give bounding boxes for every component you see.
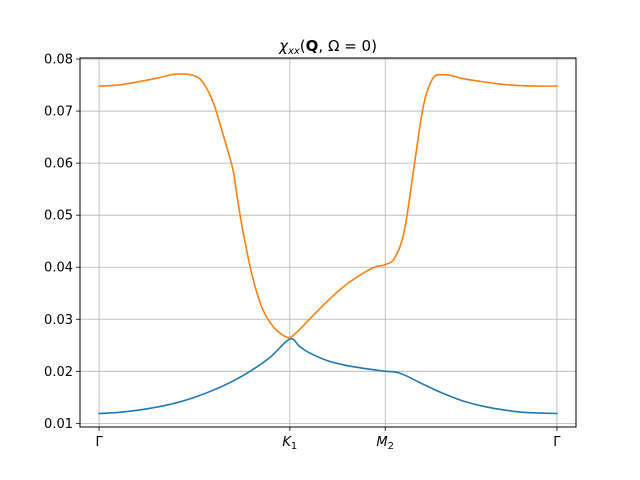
series-layer	[98, 73, 558, 415]
title-chi-subscript: xx	[287, 46, 300, 57]
x-tick-label: M2	[376, 435, 394, 452]
title-chi: χ	[278, 37, 289, 55]
y-tick-label: 0.04	[44, 261, 73, 276]
y-tick-label: 0.02	[44, 365, 73, 380]
y-tick-label: 0.07	[44, 105, 73, 120]
chart-title: χxx(Q, Ω = 0)	[278, 37, 377, 57]
y-axis: 0.01 0.02 0.03 0.04 0.05 0.06 0.07 0.08	[44, 53, 80, 432]
series-line-1	[98, 337, 558, 415]
x-tick-label: Γ	[553, 435, 561, 450]
title-open-paren: (	[300, 37, 306, 55]
series-line-2	[98, 73, 558, 339]
plot-frame	[79, 57, 577, 428]
y-tick-label: 0.03	[44, 313, 73, 328]
x-axis: Γ K1 M2 Γ	[95, 427, 561, 452]
grid	[80, 58, 576, 427]
title-q-vector: Q	[306, 37, 319, 55]
y-tick-label: 0.06	[44, 157, 73, 172]
y-tick-label: 0.08	[44, 53, 73, 68]
x-tick-label: Γ	[95, 435, 103, 450]
y-tick-label: 0.05	[44, 209, 73, 224]
y-tick-label: 0.01	[44, 417, 73, 432]
x-tick-label: K1	[282, 435, 297, 452]
title-rest: , Ω = 0)	[318, 37, 377, 55]
